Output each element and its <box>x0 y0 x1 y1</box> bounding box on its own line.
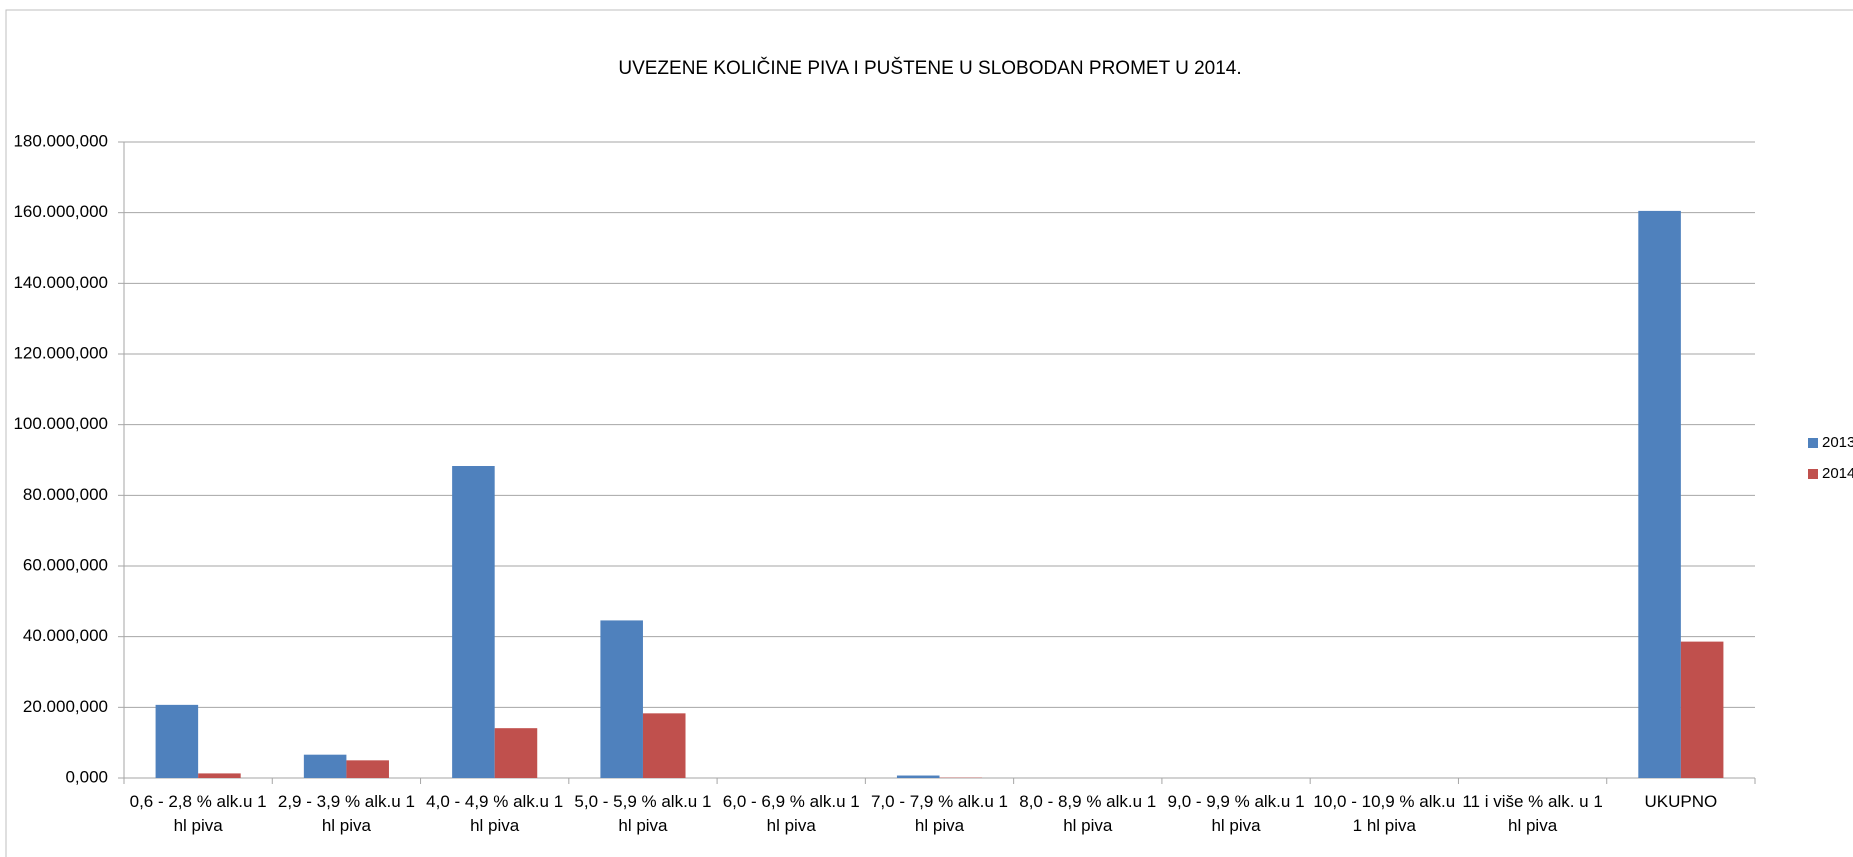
legend-swatch <box>1808 438 1818 448</box>
x-tick-label: 8,0 - 8,9 % alk.u 1 hl piva <box>1019 792 1157 835</box>
bar <box>1638 210 1681 778</box>
bar <box>896 775 940 778</box>
bar <box>198 773 241 778</box>
bar <box>600 620 643 778</box>
x-tick-label: 2,9 - 3,9 % alk.u 1 hl piva <box>277 792 415 835</box>
x-tick-label: 4,0 - 4,9 % alk.u 1 hl piva <box>426 792 564 835</box>
y-tick-label: 120.000,000 <box>13 343 108 362</box>
x-tick-label: 0,6 - 2,8 % alk.u 1 hl piva <box>129 792 267 835</box>
legend-label: 2014 <box>1822 465 1853 482</box>
legend-swatch <box>1808 469 1818 479</box>
bar <box>494 728 538 778</box>
bar <box>452 466 495 778</box>
y-tick-label: 180.000,000 <box>13 131 108 150</box>
bar <box>346 760 389 778</box>
legend-label: 2013 <box>1822 434 1853 451</box>
chart-border <box>5 9 1853 857</box>
y-tick-label: 100.000,000 <box>13 414 108 433</box>
y-tick-label: 140.000,000 <box>13 273 108 292</box>
x-tick-label: 9,0 - 9,9 % alk.u 1 hl piva <box>1167 792 1305 835</box>
x-tick-label: 11 i više % alk. u 1 hl piva <box>1462 792 1603 835</box>
bar <box>303 754 347 778</box>
chart-title: UVEZENE KOLIČINE PIVA I PUŠTENE U SLOBOD… <box>618 57 1241 79</box>
y-tick-label: 40.000,000 <box>23 626 108 645</box>
bar <box>1680 641 1724 778</box>
x-tick-label: UKUPNO <box>1644 792 1718 811</box>
bar <box>155 704 199 778</box>
x-tick-label: 5,0 - 5,9 % alk.u 1 hl piva <box>574 792 712 835</box>
y-tick-label: 0,000 <box>65 767 108 786</box>
x-tick-label: 10,0 - 10,9 % alk.u 1 hl piva <box>1313 792 1456 835</box>
y-tick-label: 60.000,000 <box>23 555 108 574</box>
x-tick-label: 7,0 - 7,9 % alk.u 1 hl piva <box>870 792 1008 835</box>
x-tick-label: 6,0 - 6,9 % alk.u 1 hl piva <box>722 792 860 835</box>
y-tick-label: 80.000,000 <box>23 485 108 504</box>
y-tick-label: 20.000,000 <box>23 697 108 716</box>
bar <box>642 713 686 778</box>
y-tick-label: 160.000,000 <box>13 202 108 221</box>
